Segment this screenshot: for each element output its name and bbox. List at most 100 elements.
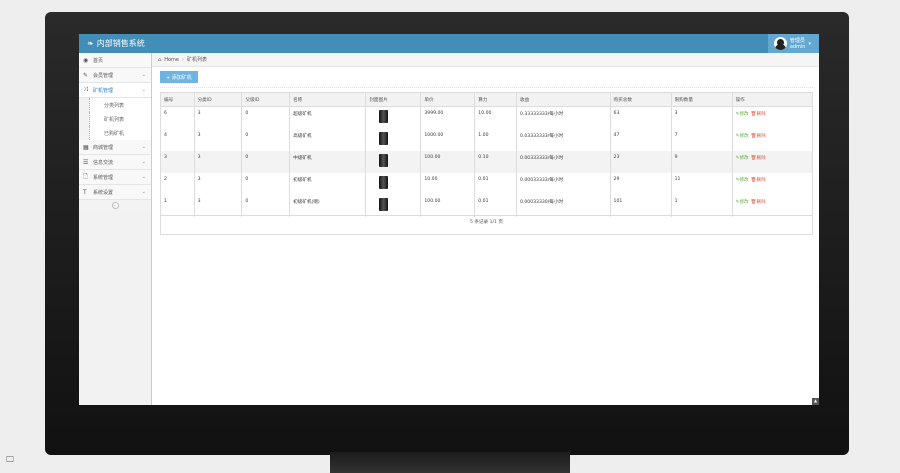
edit-link[interactable]: ✎修改 (735, 177, 749, 183)
edit-link[interactable]: ✎修改 (735, 155, 749, 161)
navbar: ❧ 内部销售系统 管理员 admin ▾ (79, 34, 819, 53)
chevron-down-icon: ⌄ (141, 189, 146, 195)
breadcrumb-separator: › (181, 56, 184, 63)
table-cell: 10.00 (474, 106, 517, 129)
sidebar-subitem-1[interactable]: 矿机列表 (89, 112, 151, 126)
edit-link[interactable]: ✎修改 (735, 133, 749, 139)
table-cell: 0.33333333/每小时 (515, 106, 611, 129)
chevron-down-icon: ⌄ (141, 144, 146, 150)
actions-cell: ✎修改 🗑删除 (731, 150, 814, 173)
delete-label: 删除 (756, 155, 766, 161)
column-header: 封面图片 (365, 92, 422, 107)
actions-cell: ✎修改 🗑删除 (731, 128, 814, 151)
table-cell: 3 (160, 150, 195, 173)
table-cell: 4 (160, 128, 195, 151)
table-cell: 23 (609, 150, 672, 173)
delete-link[interactable]: 🗑删除 (750, 177, 766, 183)
sidebar-item-3[interactable]: ▦ 商城管理 ⌄ (79, 140, 151, 155)
chevron-down-icon: ⌄ (141, 174, 146, 180)
table-cell: 3 (193, 194, 243, 217)
table-cell: 100.00 (420, 150, 476, 173)
edit-link[interactable]: ✎修改 (735, 112, 749, 117)
edit-label: 修改 (739, 112, 749, 117)
cover-image-cell (365, 128, 422, 151)
table-cell: 0.00033333/每小时 (515, 172, 611, 195)
table-cell: 3 (193, 150, 243, 173)
actions-cell: ✎修改 🗑删除 (731, 194, 814, 217)
edit-link[interactable]: ✎修改 (735, 199, 749, 205)
cover-image-cell (365, 194, 422, 217)
table-row: 4 3 0 高级矿机 1000.00 1.00 0.03333333/每小时 47 7 ✎修改 🗑删… (160, 128, 814, 151)
table-cell: 0 (241, 194, 291, 217)
table-cell: 0 (241, 172, 291, 195)
breadcrumb-home[interactable]: Home (164, 56, 179, 63)
table-row: 6 3 0 超级矿机 3999.00 10.00 0.33333333/每小时 63 3 ✎修改 🗑… (160, 106, 814, 129)
home-icon: ⌂ (158, 56, 162, 63)
miner-image (379, 175, 389, 189)
delete-link[interactable]: 🗑删除 (750, 112, 766, 117)
table-cell: 初级矿机(赠) (289, 194, 367, 217)
edit-label: 修改 (739, 133, 749, 139)
edit-icon: ✎ (83, 71, 89, 79)
table-cell: 6 (160, 106, 195, 129)
table-cell: 10.00 (420, 172, 476, 195)
table-cell: 1.00 (474, 128, 517, 151)
sidebar-item-label: 会员管理 (93, 72, 114, 79)
breadcrumb: ⌂ Home › 矿机列表 (152, 53, 819, 67)
shuffle-icon: ⤨ (83, 86, 88, 93)
table-cell: 1 (670, 194, 733, 217)
table-cell: 0.03333333/每小时 (515, 128, 611, 151)
table-cell: 0.01 (474, 194, 517, 217)
table-cell: 中级矿机 (289, 150, 367, 173)
sidebar-item-2[interactable]: ⤨ 矿机管理 ⌄ (79, 83, 151, 98)
sidebar-item-0[interactable]: ◉ 首页 (79, 53, 151, 68)
table-cell: 3 (193, 128, 243, 151)
breadcrumb-current: 矿机列表 (186, 57, 207, 63)
sidebar-item-label: 首页 (93, 57, 104, 64)
cover-image-cell (365, 106, 422, 129)
delete-link[interactable]: 🗑删除 (750, 133, 766, 139)
avatar (773, 37, 787, 50)
scroll-top-button[interactable]: ▲ (812, 398, 819, 405)
sidebar-item-label: 商城管理 (93, 144, 114, 151)
table-footer: 5 条记录 1/1 页 (160, 215, 813, 235)
add-miner-button[interactable]: + 添加矿机 (160, 71, 198, 83)
sidebar-item-label: 系统管理 (93, 174, 114, 181)
table-cell: 47 (609, 128, 672, 151)
table-cell: 初级矿机 (289, 172, 367, 195)
sidebar-collapse[interactable]: « (79, 200, 151, 210)
miner-image (379, 110, 389, 123)
table-cell: 0.10 (474, 150, 517, 173)
sidebar-item-6[interactable]: T 系统设置 ⌄ (79, 185, 151, 200)
monitor-icon: 🖵 (6, 455, 14, 464)
screen: ❧ 内部销售系统 管理员 admin ▾ ◉ 首页 ✎ 会员管理 ⌄ ⤨ 矿机管理 ⌄ 分类列表 矿机… (79, 34, 819, 405)
user-menu[interactable]: 管理员 admin ▾ (767, 34, 819, 53)
table-cell: 29 (609, 172, 672, 195)
sidebar-subitem-2[interactable]: 已购矿机 (89, 126, 151, 140)
delete-link[interactable]: 🗑删除 (750, 199, 766, 205)
table-cell: 1000.00 (420, 128, 476, 151)
sidebar-item-label: 系统设置 (93, 189, 114, 196)
table-cell: 100.00 (420, 194, 476, 217)
text-icon: T (83, 188, 87, 196)
table-cell: 0.00033330/每小时 (515, 194, 611, 217)
column-header: 分类ID (193, 92, 243, 107)
sidebar-item-1[interactable]: ✎ 会员管理 ⌄ (79, 68, 151, 83)
table-cell: 3 (670, 106, 733, 129)
column-header: 收益 (515, 92, 611, 107)
sidebar-item-5[interactable]: 🗋 系统管理 ⌄ (79, 170, 151, 185)
chevron-down-icon: ⌄ (141, 87, 146, 93)
edit-label: 修改 (739, 177, 749, 183)
sidebar-item-label: 信息交流 (93, 159, 114, 166)
sidebar-subitem-0[interactable]: 分类列表 (89, 98, 151, 112)
table-cell: 7 (670, 128, 733, 151)
table-cell: 0 (241, 106, 291, 129)
delete-link[interactable]: 🗑删除 (750, 155, 766, 161)
brand[interactable]: ❧ 内部销售系统 (79, 38, 145, 49)
chevron-down-icon: ⌄ (141, 72, 146, 78)
sidebar-item-4[interactable]: ☰ 信息交流 ⌄ (79, 155, 151, 170)
dashboard-icon: ◉ (83, 56, 89, 64)
column-header: 父级ID (241, 92, 291, 107)
table-cell: 0.00333333/每小时 (515, 150, 611, 173)
edit-label: 修改 (739, 199, 749, 205)
